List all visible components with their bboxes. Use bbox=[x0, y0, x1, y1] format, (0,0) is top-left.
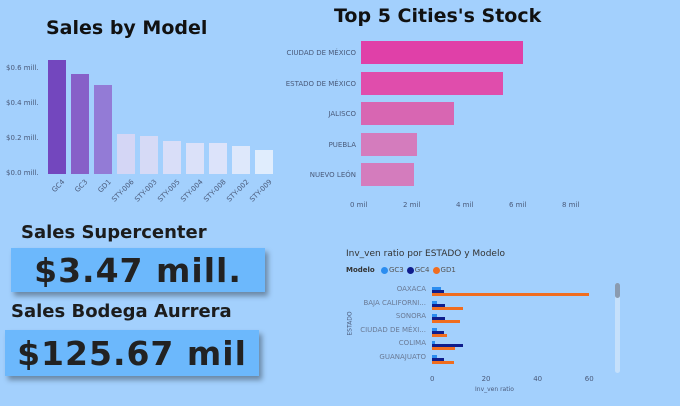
ratio-bar bbox=[432, 333, 448, 337]
city-label: CIUDAD DE MÉXICO bbox=[286, 49, 356, 57]
x-tick-label: 4 mil bbox=[456, 201, 474, 209]
bar bbox=[163, 140, 181, 174]
x-tick-label: GC3 bbox=[73, 178, 90, 195]
ratio-bar bbox=[432, 290, 445, 293]
x-tick-label: STY-002 bbox=[225, 178, 251, 204]
ratio-bar bbox=[432, 347, 456, 350]
ratio-bar bbox=[432, 293, 590, 296]
x-tick-label: GD1 bbox=[96, 178, 113, 195]
estado-label: OAXACA bbox=[396, 285, 426, 293]
estado-label: COLIMA bbox=[398, 339, 426, 347]
top-cities-title: Top 5 Cities's Stock bbox=[334, 5, 542, 27]
ratio-bar bbox=[432, 357, 444, 361]
ratio-bar bbox=[432, 341, 435, 344]
y-tick-label: $0.4 mill. bbox=[6, 99, 39, 107]
city-label: ESTADO DE MÉXICO bbox=[285, 79, 356, 88]
city-label: PUEBLA bbox=[328, 140, 356, 149]
sales-by-model-chart: $0.6 mill. $0.4 mill. $0.2 mill. $0.0 mill.… bbox=[0, 55, 280, 215]
city-label: NUEVO LEÓN bbox=[309, 171, 356, 179]
city-bar bbox=[361, 71, 503, 95]
bar bbox=[209, 142, 227, 174]
legend-item[interactable]: GC4 bbox=[406, 266, 430, 274]
ratio-bar bbox=[432, 306, 463, 310]
ratio-bar bbox=[432, 330, 444, 334]
x-tick-label: 8 mil bbox=[562, 201, 580, 209]
estado-label: BAJA CALIFORNI... bbox=[363, 298, 426, 307]
bar bbox=[255, 149, 273, 174]
ratio-bar bbox=[432, 287, 442, 290]
ratio-bar bbox=[432, 314, 438, 317]
kpi-bodega-card: $125.67 mil bbox=[5, 330, 259, 376]
legend-dot-icon bbox=[380, 266, 388, 274]
x-tick-label: STY-009 bbox=[248, 178, 274, 204]
inv-ratio-chart: OAXACA BAJA CALIFORNI... SONORA CIUDAD DE M… bbox=[330, 278, 630, 406]
ratio-bar bbox=[432, 354, 438, 358]
x-tick-label: STY-004 bbox=[179, 178, 205, 204]
ratio-bar bbox=[432, 327, 438, 331]
estado-label: SONORA bbox=[395, 312, 426, 320]
y-axis-title: ESTADO bbox=[346, 311, 354, 336]
x-tick-label: STY-003 bbox=[133, 178, 159, 204]
legend-item[interactable]: GD1 bbox=[432, 266, 456, 274]
x-axis-title: Inv_ven ratio bbox=[475, 386, 514, 393]
sales-by-model-title: Sales by Model bbox=[46, 17, 208, 39]
x-tick-label: STY-008 bbox=[202, 178, 228, 204]
legend-dot-icon bbox=[432, 266, 440, 274]
legend-title: Modelo bbox=[346, 266, 375, 274]
kpi-supercenter-label: Sales Supercenter bbox=[21, 222, 207, 243]
bar bbox=[94, 84, 112, 174]
x-tick-label: STY-005 bbox=[156, 178, 182, 204]
scrollbar-thumb[interactable] bbox=[615, 283, 620, 298]
kpi-supercenter-value: $3.47 mill. bbox=[34, 250, 242, 290]
inv-ratio-legend: Modelo GC3 GC4 GD1 bbox=[346, 266, 459, 274]
bar bbox=[48, 60, 66, 174]
ratio-bar bbox=[432, 303, 445, 307]
x-tick-label: 0 bbox=[430, 375, 435, 383]
bar bbox=[140, 135, 158, 174]
kpi-supercenter-card: $3.47 mill. bbox=[11, 248, 265, 292]
ratio-bar bbox=[432, 320, 461, 323]
kpi-bodega-label: Sales Bodega Aurrera bbox=[11, 301, 232, 322]
city-bar bbox=[361, 41, 524, 64]
city-bar bbox=[361, 132, 417, 156]
ratio-bar bbox=[432, 344, 463, 347]
estado-label: CIUDAD DE MÉXI... bbox=[360, 325, 426, 334]
y-tick-label: $0.0 mill. bbox=[6, 169, 39, 177]
x-tick-label: STY-006 bbox=[110, 178, 136, 204]
bar bbox=[71, 74, 89, 174]
x-tick-label: 2 mil bbox=[403, 201, 421, 209]
legend-items: GC3 GC4 GD1 bbox=[380, 266, 459, 274]
legend-dot-icon bbox=[406, 266, 414, 274]
bar bbox=[232, 146, 250, 174]
y-tick-label: $0.2 mill. bbox=[6, 134, 39, 142]
x-tick-label: 20 bbox=[481, 375, 491, 383]
x-tick-label: 0 mil bbox=[350, 201, 368, 209]
bar bbox=[117, 133, 135, 174]
x-tick-label: 60 bbox=[584, 375, 594, 383]
estado-label: GUANAJUATO bbox=[379, 352, 426, 361]
ratio-bar bbox=[432, 317, 445, 320]
inv-ratio-scrollbar[interactable] bbox=[615, 283, 620, 373]
city-bar bbox=[361, 163, 415, 186]
city-bar bbox=[361, 102, 454, 125]
ratio-bar bbox=[432, 300, 438, 304]
x-tick-label: GC4 bbox=[50, 178, 67, 195]
city-label: JALISCO bbox=[328, 110, 356, 118]
kpi-bodega-value: $125.67 mil bbox=[17, 333, 247, 373]
top-cities-chart: CIUDAD DE MÉXICO ESTADO DE MÉXICO JALISCO P… bbox=[280, 35, 600, 220]
inv-ratio-title: Inv_ven ratio por ESTADO y Modelo bbox=[346, 249, 505, 259]
y-tick-label: $0.6 mill. bbox=[6, 64, 39, 72]
bar bbox=[186, 142, 204, 174]
ratio-bar bbox=[432, 360, 454, 364]
x-tick-label: 6 mil bbox=[509, 201, 527, 209]
x-tick-label: 40 bbox=[533, 375, 543, 383]
legend-item[interactable]: GC3 bbox=[380, 266, 404, 274]
